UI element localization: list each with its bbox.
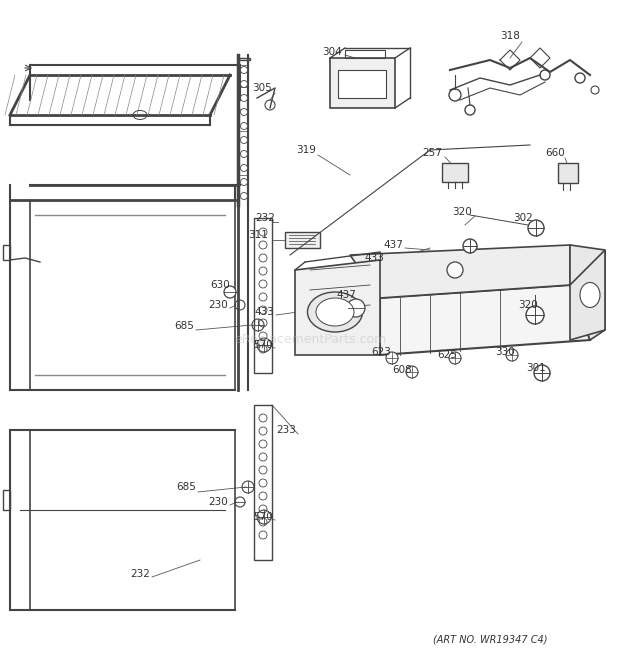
Ellipse shape (580, 282, 600, 307)
Text: 233: 233 (276, 425, 296, 435)
Circle shape (526, 306, 544, 324)
Circle shape (259, 306, 267, 314)
Text: 320: 320 (452, 207, 472, 217)
Text: 685: 685 (174, 321, 194, 331)
Circle shape (259, 345, 267, 353)
Text: 433: 433 (254, 307, 274, 317)
Circle shape (259, 293, 267, 301)
Polygon shape (442, 163, 468, 182)
Bar (345, 50, 385, 58)
Circle shape (506, 349, 518, 361)
Circle shape (259, 440, 267, 448)
Polygon shape (285, 232, 320, 248)
Polygon shape (570, 250, 605, 340)
Circle shape (259, 492, 267, 500)
Circle shape (241, 178, 247, 186)
Circle shape (259, 453, 267, 461)
Circle shape (241, 165, 247, 171)
Circle shape (241, 81, 247, 87)
Circle shape (347, 299, 365, 317)
Polygon shape (558, 163, 578, 183)
Circle shape (259, 280, 267, 288)
Ellipse shape (316, 298, 354, 326)
Text: (ART NO. WR19347 C4): (ART NO. WR19347 C4) (433, 635, 547, 645)
Circle shape (386, 352, 398, 364)
Circle shape (449, 352, 461, 364)
Text: eReplacementParts.com: eReplacementParts.com (234, 334, 386, 346)
Circle shape (259, 228, 267, 236)
Circle shape (259, 319, 267, 327)
Circle shape (259, 427, 267, 435)
Text: 304: 304 (322, 47, 342, 57)
Text: 230: 230 (208, 300, 228, 310)
Circle shape (259, 466, 267, 474)
Circle shape (259, 241, 267, 249)
Text: 311: 311 (248, 230, 268, 240)
Circle shape (259, 267, 267, 275)
Circle shape (259, 332, 267, 340)
Circle shape (447, 262, 463, 278)
Circle shape (259, 531, 267, 539)
Text: 330: 330 (495, 347, 515, 357)
Circle shape (224, 286, 236, 298)
Circle shape (534, 365, 550, 381)
Ellipse shape (308, 292, 363, 332)
Text: 301: 301 (526, 363, 546, 373)
Circle shape (259, 518, 267, 526)
Circle shape (259, 254, 267, 262)
Circle shape (241, 151, 247, 157)
Text: 318: 318 (500, 31, 520, 41)
Text: 433: 433 (364, 253, 384, 263)
Circle shape (259, 505, 267, 513)
Bar (238, 58, 250, 60)
Circle shape (259, 414, 267, 422)
Circle shape (241, 67, 247, 73)
Bar (254, 218, 272, 373)
Circle shape (241, 192, 247, 200)
Text: 437: 437 (383, 240, 403, 250)
Text: 623: 623 (371, 347, 391, 357)
Text: 232: 232 (255, 213, 275, 223)
Text: 320: 320 (518, 300, 538, 310)
Text: 685: 685 (176, 482, 196, 492)
Circle shape (241, 95, 247, 102)
Bar (338, 70, 386, 98)
Circle shape (463, 239, 477, 253)
Polygon shape (380, 285, 590, 355)
Text: 302: 302 (513, 213, 533, 223)
Circle shape (528, 220, 544, 236)
Circle shape (241, 122, 247, 130)
Polygon shape (570, 245, 605, 340)
Polygon shape (295, 260, 380, 355)
Bar (254, 405, 272, 560)
Circle shape (241, 108, 247, 116)
Text: 630: 630 (210, 280, 230, 290)
Polygon shape (350, 245, 570, 298)
Text: 257: 257 (422, 148, 442, 158)
Circle shape (259, 479, 267, 487)
Text: 570: 570 (253, 340, 273, 350)
Text: 305: 305 (252, 83, 272, 93)
Polygon shape (330, 58, 395, 108)
Text: 625: 625 (437, 350, 457, 360)
Text: 319: 319 (296, 145, 316, 155)
Circle shape (241, 137, 247, 143)
Text: 570: 570 (253, 512, 273, 522)
Text: 232: 232 (130, 569, 150, 579)
Text: 437: 437 (336, 290, 356, 300)
Text: 608: 608 (392, 365, 412, 375)
Text: 230: 230 (208, 497, 228, 507)
Circle shape (406, 366, 418, 378)
Text: 660: 660 (545, 148, 565, 158)
